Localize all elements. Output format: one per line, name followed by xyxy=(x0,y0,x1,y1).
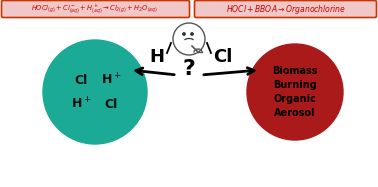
Text: H$^+$: H$^+$ xyxy=(71,96,91,112)
Text: Cl: Cl xyxy=(74,73,88,87)
Circle shape xyxy=(43,40,147,144)
Text: Cl: Cl xyxy=(104,97,118,111)
Text: Cl: Cl xyxy=(213,48,233,66)
Text: $\mathit{HOCl + BBOA \rightarrow Organochlorine}$: $\mathit{HOCl + BBOA \rightarrow Organoc… xyxy=(226,2,346,16)
Text: Biomass
Burning
Organic
Aerosol: Biomass Burning Organic Aerosol xyxy=(272,66,318,118)
FancyBboxPatch shape xyxy=(195,1,376,18)
FancyBboxPatch shape xyxy=(2,1,189,18)
Text: $\mathit{HOCl_{(g)} + Cl^-_{(aq)} + H^+_{(aq)} \rightarrow Cl_{2(g)} + H_2O_{(aq: $\mathit{HOCl_{(g)} + Cl^-_{(aq)} + H^+_… xyxy=(31,3,159,16)
Circle shape xyxy=(183,33,185,35)
Circle shape xyxy=(173,23,205,55)
Circle shape xyxy=(247,44,343,140)
Circle shape xyxy=(191,33,193,35)
Text: H$^+$: H$^+$ xyxy=(101,72,121,88)
Text: H: H xyxy=(150,48,164,66)
Text: ?: ? xyxy=(183,59,195,79)
